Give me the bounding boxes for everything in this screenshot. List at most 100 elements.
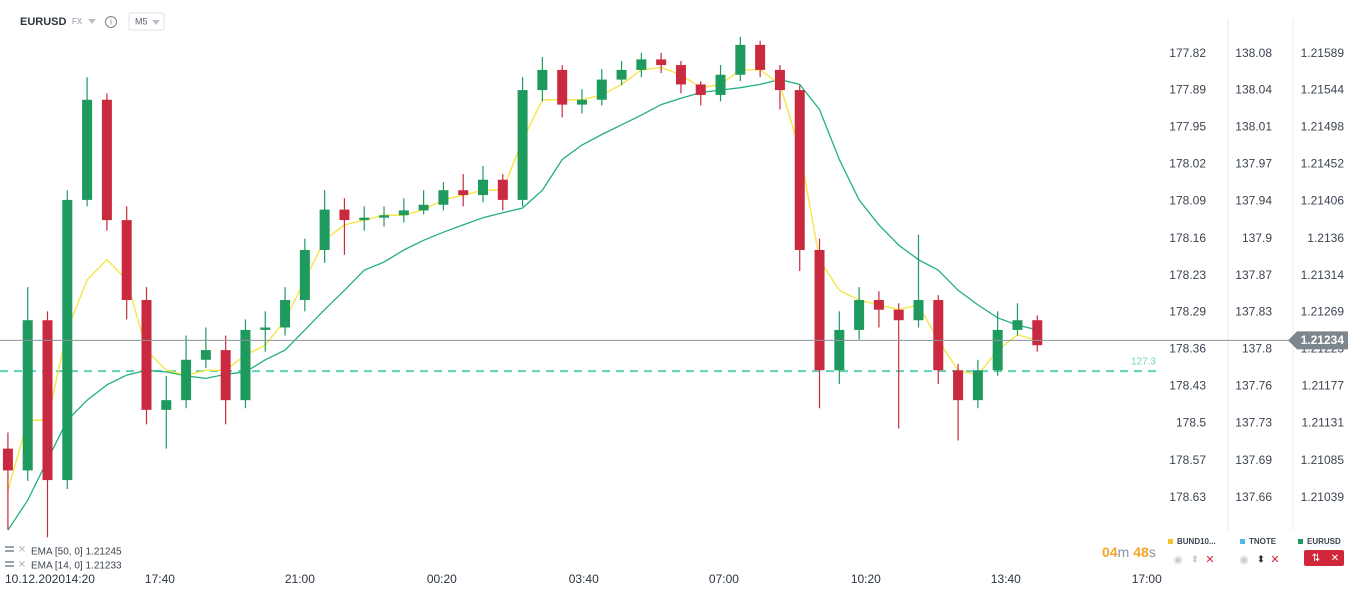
- remove-icon[interactable]: ✕: [1270, 554, 1279, 566]
- symbol-dropdown[interactable]: [88, 19, 96, 24]
- axis-tick-label: 137.83: [1235, 304, 1272, 318]
- ema-line: [7, 78, 1038, 531]
- last-price-tag: [1288, 331, 1348, 350]
- axis-tick-label: 178.5: [1176, 416, 1206, 430]
- candle-body: [537, 69, 548, 91]
- countdown-part: m: [1118, 544, 1130, 560]
- x-tick-label: 10.12.2020: [5, 572, 65, 586]
- candle-body: [656, 59, 667, 66]
- y-tick-label: 1.21177: [1302, 379, 1345, 393]
- remove-icon[interactable]: ✕: [1205, 554, 1214, 566]
- candle-body: [735, 44, 746, 75]
- candle-body: [616, 69, 627, 80]
- axis-color: [1298, 539, 1303, 544]
- y-tick-label: 1.2136: [1307, 231, 1344, 245]
- axis-tick-label: 137.97: [1235, 157, 1272, 171]
- hide-icon[interactable]: ◉: [1173, 554, 1183, 566]
- candle-body: [42, 320, 53, 481]
- market: FX: [72, 17, 83, 26]
- axis-tick-label: 178.23: [1169, 268, 1206, 282]
- axis-tick-label: 137.66: [1235, 490, 1272, 504]
- symbol[interactable]: EURUSD: [20, 16, 67, 28]
- y-tick-label: 1.21085: [1301, 453, 1345, 467]
- x-tick-label: 14:20: [65, 572, 95, 586]
- y-tick-label: 1.21498: [1301, 119, 1345, 133]
- axis-toggle[interactable]: [1304, 550, 1344, 566]
- axis-name: TNOTE: [1249, 537, 1277, 546]
- candle-body: [596, 79, 607, 100]
- x-tick-label: 03:40: [569, 572, 599, 586]
- svg-text:✕: ✕: [18, 560, 26, 571]
- axis-tick-label: 178.16: [1169, 231, 1206, 245]
- y-tick-label: 1.21452: [1301, 157, 1345, 171]
- axis-tick-label: 137.76: [1235, 379, 1272, 393]
- axis-tick-label: 178.02: [1169, 157, 1206, 171]
- axis-tick-label: 178.63: [1169, 490, 1206, 504]
- candle-body: [774, 69, 785, 91]
- axis-color: [1168, 539, 1173, 544]
- x-tick-label: 17:00: [1132, 572, 1162, 586]
- candle-body: [458, 190, 469, 196]
- interval-dropdown: [152, 20, 160, 25]
- legend-entry: EMA [14, 0] 1.21233: [31, 561, 122, 572]
- candle-body: [161, 400, 172, 410]
- candle-body: [557, 69, 568, 105]
- y-tick-label: 1.21039: [1301, 490, 1345, 504]
- axis-tick-label: 138.08: [1235, 46, 1272, 60]
- axis-tick-label: 137.8: [1242, 341, 1272, 355]
- svg-text:✕: ✕: [18, 545, 26, 556]
- axis-tick-label: 177.95: [1169, 119, 1206, 133]
- info-icon[interactable]: [105, 16, 117, 28]
- axis-tick-label: 177.82: [1169, 46, 1206, 60]
- countdown-part: 48: [1133, 544, 1149, 560]
- candle-body: [398, 210, 409, 216]
- countdown-part: 04: [1102, 544, 1118, 560]
- candle-body: [854, 300, 865, 330]
- y-tick-label: 1.21314: [1301, 268, 1345, 282]
- sort-icon: ⬍: [1191, 555, 1199, 566]
- x-tick-label: 13:40: [991, 572, 1021, 586]
- candle-body: [280, 300, 291, 328]
- x-tick-label: 00:20: [427, 572, 457, 586]
- candle-body: [478, 179, 489, 196]
- candle-body: [695, 84, 706, 95]
- legend-icons: ✕ ✕: [5, 545, 26, 571]
- candle-body: [794, 90, 805, 250]
- legend-entry: EMA [50, 0] 1.21245: [31, 547, 122, 558]
- candle-body: [834, 329, 845, 371]
- candle-body: [379, 215, 390, 218]
- candle-body: [972, 370, 983, 401]
- candle-body: [82, 99, 93, 200]
- axis-name: BUND10...: [1177, 537, 1216, 546]
- candle-body: [755, 44, 766, 70]
- axis-name: EURUSD: [1307, 537, 1341, 546]
- candle-body: [517, 90, 528, 200]
- x-tick-label: 07:00: [709, 572, 739, 586]
- candle-body: [339, 209, 350, 221]
- axis-tick-label: 178.09: [1169, 194, 1206, 208]
- candle-body: [1032, 320, 1043, 346]
- last-price-label: 1.21234: [1301, 333, 1345, 347]
- axis-tick-label: 178.36: [1169, 341, 1206, 355]
- interval-select[interactable]: [128, 12, 165, 31]
- candle-body: [181, 359, 192, 401]
- candle-body: [260, 327, 271, 330]
- candle-body: [299, 249, 310, 301]
- info-icon-glyph: i: [110, 18, 112, 27]
- candle-body: [992, 329, 1003, 371]
- axis-tick-label: 137.94: [1235, 194, 1272, 208]
- hide-icon[interactable]: ◉: [1239, 554, 1249, 566]
- candle-body: [675, 65, 686, 85]
- candle-body: [636, 59, 647, 70]
- axis-color: [1240, 539, 1245, 544]
- candle-body: [2, 448, 13, 471]
- axis-tick-label: 138.04: [1235, 82, 1272, 96]
- candle-body: [121, 220, 132, 301]
- axis-tick-label: 178.29: [1169, 304, 1206, 318]
- axis-tick-label: 178.43: [1169, 379, 1206, 393]
- axis-tick-label: 177.89: [1169, 82, 1206, 96]
- interval: M5: [135, 16, 148, 26]
- candle-body: [418, 204, 429, 211]
- y-tick-label: 1.21269: [1301, 304, 1345, 318]
- candle-body: [220, 350, 231, 401]
